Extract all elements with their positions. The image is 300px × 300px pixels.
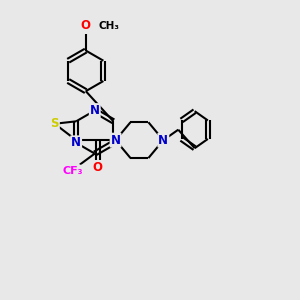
Text: N: N <box>71 136 81 149</box>
Text: O: O <box>93 161 103 174</box>
Text: O: O <box>81 19 91 32</box>
Text: CF₃: CF₃ <box>62 166 83 176</box>
Text: N: N <box>111 134 121 147</box>
Text: N: N <box>90 104 100 117</box>
Text: CH₃: CH₃ <box>99 21 120 31</box>
Text: N: N <box>158 134 168 147</box>
Text: S: S <box>50 117 59 130</box>
